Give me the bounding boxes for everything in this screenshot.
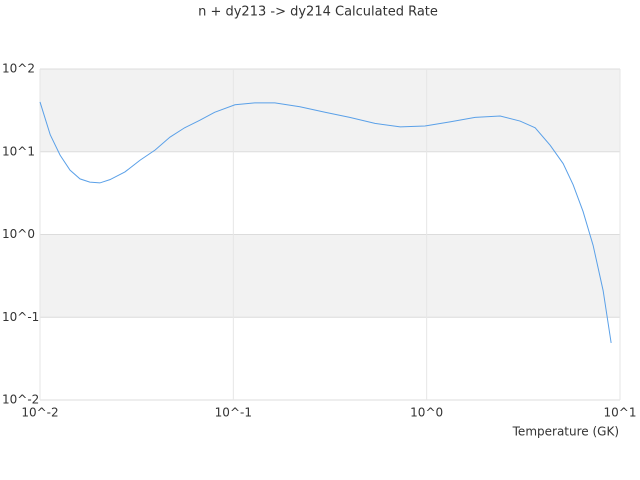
y-tick-label: 10^2 [2, 62, 35, 76]
y-tick-label: 10^-2 [2, 393, 39, 407]
x-tick-label: 10^0 [410, 406, 443, 420]
y-tick-label: 10^-1 [2, 310, 39, 324]
y-tick-label: 10^1 [2, 144, 35, 158]
grid-band [40, 69, 620, 152]
x-axis-label: Temperature (GK) [512, 425, 619, 439]
data-line [39, 101, 612, 343]
x-tick-label: 10^-2 [21, 406, 58, 420]
x-tick-label: 10^-1 [215, 406, 252, 420]
grid-band [40, 234, 620, 318]
x-tick-label: 10^1 [604, 406, 637, 420]
y-tick-label: 10^0 [2, 227, 35, 241]
chart-title: n + dy213 -> dy214 Calculated Rate [198, 5, 438, 20]
